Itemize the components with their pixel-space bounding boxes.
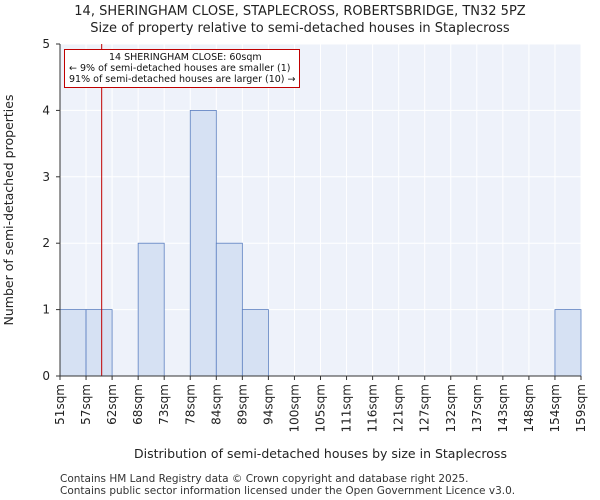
x-tick-label: 148sqm — [522, 384, 536, 432]
x-tick-label: 78sqm — [183, 384, 197, 425]
chart-subtitle: Size of property relative to semi-detach… — [90, 21, 510, 36]
x-axis-label: Distribution of semi-detached houses by … — [134, 446, 507, 461]
footer-copyright: Contains HM Land Registry data © Crown c… — [60, 473, 469, 485]
bar — [189, 110, 217, 377]
x-tick-label: 89sqm — [235, 384, 249, 425]
x-tick-label: 121sqm — [392, 384, 406, 432]
property-annotation: 14 SHERINGHAM CLOSE: 60sqm ← 9% of semi-… — [64, 49, 301, 88]
y-tick-label: 4 — [42, 103, 50, 117]
bar — [241, 309, 269, 377]
x-tick-label: 111sqm — [340, 384, 354, 432]
annotation-line-3: 91% of semi-detached houses are larger (… — [69, 74, 296, 85]
y-tick-label: 3 — [42, 170, 50, 184]
x-tick-label: 94sqm — [261, 384, 275, 425]
x-tick-label: 159sqm — [574, 384, 588, 432]
x-tick-label: 105sqm — [314, 384, 328, 432]
axes: 0 1 2 3 4 5 51sqm 57sqm 62sqm 68sqm 73sqm 78sqm 84sq… — [42, 37, 588, 432]
footer-licence: Contains public sector information licen… — [60, 485, 516, 497]
x-tick-label: 143sqm — [496, 384, 510, 432]
x-tick-label: 116sqm — [366, 384, 380, 432]
x-tick-label: 73sqm — [157, 384, 171, 425]
x-tick-label: 68sqm — [131, 384, 145, 425]
x-tick-label: 57sqm — [79, 384, 93, 425]
y-tick-label: 5 — [42, 37, 50, 51]
annotation-line-1: 14 SHERINGHAM CLOSE: 60sqm — [109, 52, 262, 63]
bar — [137, 242, 165, 377]
bar — [215, 242, 243, 377]
x-tick-label: 137sqm — [470, 384, 484, 432]
x-tick-label: 154sqm — [548, 384, 562, 432]
y-axis-label: Number of semi-detached properties — [1, 95, 16, 326]
annotation-line-2: ← 9% of semi-detached houses are smaller… — [69, 63, 291, 74]
chart-title: 14, SHERINGHAM CLOSE, STAPLECROSS, ROBER… — [74, 4, 526, 19]
bar — [85, 309, 113, 377]
x-tick-label: 132sqm — [444, 384, 458, 432]
y-tick-label: 2 — [42, 236, 50, 250]
x-tick-label: 84sqm — [209, 384, 223, 425]
y-tick-label: 0 — [42, 369, 50, 383]
bar — [59, 309, 87, 377]
x-tick-label: 51sqm — [53, 384, 67, 425]
bar — [554, 309, 582, 377]
x-tick-label: 127sqm — [418, 384, 432, 432]
x-tick-label: 100sqm — [287, 384, 301, 432]
y-tick-label: 1 — [42, 303, 50, 317]
x-tick-label: 62sqm — [105, 384, 119, 425]
